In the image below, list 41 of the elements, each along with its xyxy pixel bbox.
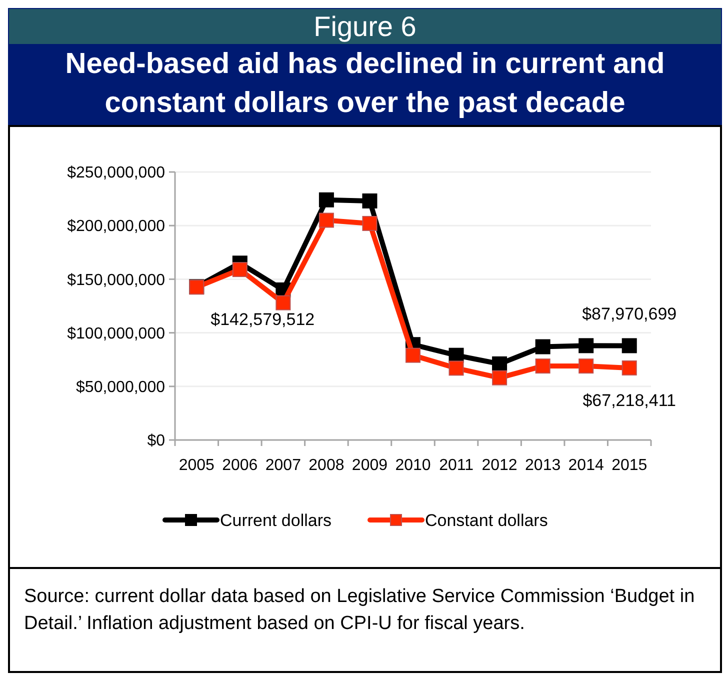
x-tick-label: 2011 (439, 457, 474, 474)
point (492, 370, 508, 386)
x-tick-label: 2015 (612, 457, 648, 474)
y-tick-label: $150,000,000 (67, 272, 166, 289)
point (448, 360, 464, 376)
x-tick-label: 2010 (395, 457, 431, 474)
chart-title: Figure 6 (8, 8, 722, 44)
chart-subtitle: Need-based aid has declined in current and constant dollars over the past decade (8, 44, 722, 125)
point (318, 192, 334, 208)
x-tick-label: 2007 (265, 457, 302, 474)
point (406, 348, 420, 363)
point (318, 212, 334, 228)
point (232, 262, 248, 278)
x-tick-label: 2009 (352, 457, 388, 474)
point (492, 356, 508, 372)
x-tick-label: 2006 (222, 457, 258, 474)
y-tick-label: $0 (147, 432, 166, 450)
y-tick-label: $250,000,000 (67, 164, 166, 182)
data-label: $87,970,699 (582, 304, 677, 324)
point (622, 338, 637, 354)
x-tick-label: 2014 (568, 457, 604, 474)
x-tick-label: 2013 (525, 457, 561, 474)
source-note: Source: current dollar data based on Legislative Service Commission ‘Budget in Detail.’ Inflation adjustment based on CPI-U for fiscal years. (24, 585, 696, 636)
x-tick-label: 2008 (308, 457, 344, 474)
point (362, 193, 378, 208)
y-tick-label: $50,000,000 (76, 379, 166, 396)
point (622, 360, 637, 376)
point (535, 339, 550, 354)
data-label: $142,579,512 (210, 310, 315, 330)
point (535, 358, 550, 374)
legend-label: Current dollars (220, 511, 332, 530)
x-tick-label: 2012 (482, 457, 518, 474)
legend-label: Constant dollars (425, 511, 548, 530)
y-tick-label: $100,000,000 (67, 325, 166, 342)
x-tick-label: 2005 (178, 457, 215, 474)
point (578, 358, 594, 374)
point (362, 216, 378, 231)
data-label: $67,218,411 (582, 390, 676, 410)
point (578, 338, 594, 354)
y-tick-label: $200,000,000 (67, 218, 166, 236)
point (276, 295, 291, 310)
